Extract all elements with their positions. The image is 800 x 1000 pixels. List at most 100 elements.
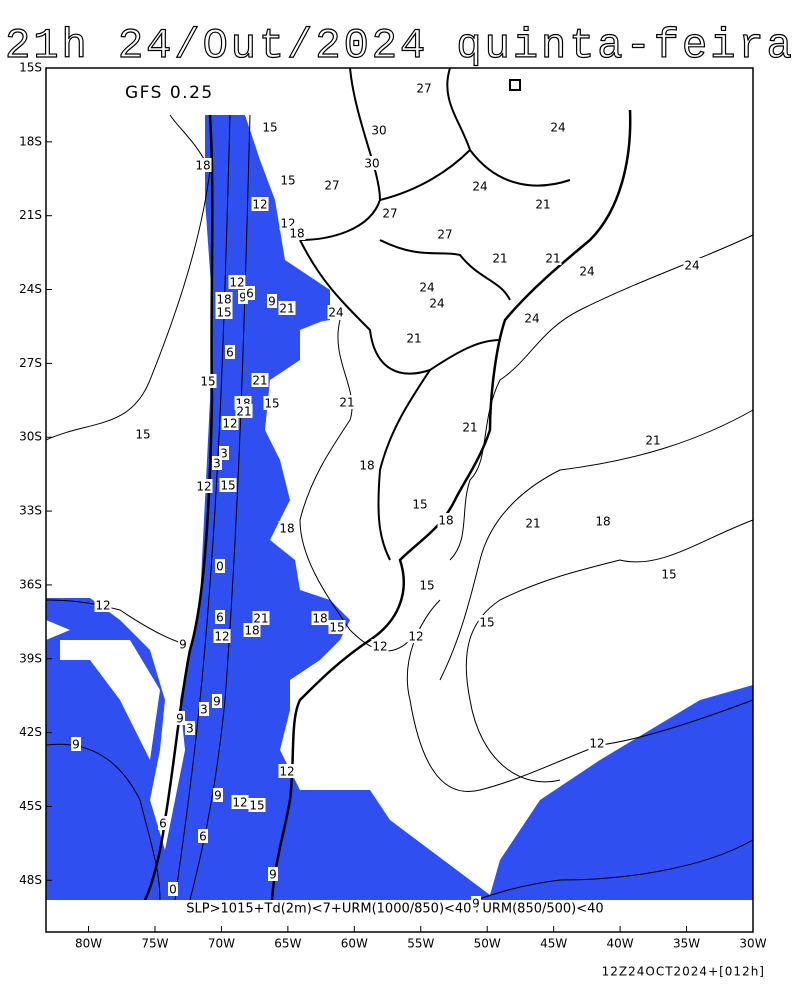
contour-label: 3	[213, 457, 221, 471]
contour-label-bg	[428, 296, 446, 310]
contour-label: 12	[196, 480, 211, 494]
contour-label-bg	[411, 497, 429, 511]
contour-label-bg	[478, 615, 496, 629]
contour-label-bg	[215, 559, 225, 573]
contour-label: 24	[579, 265, 594, 279]
contour-label-bg	[323, 178, 341, 192]
contour-label: 24	[419, 281, 434, 295]
contour-label-bg	[279, 173, 297, 187]
contour-label: 15	[280, 174, 295, 188]
contour-label: 21	[492, 252, 507, 266]
contour-label-bg	[437, 513, 455, 527]
y-tick-label: 36S	[19, 577, 42, 591]
contour-label-bg	[436, 227, 454, 241]
contour-label-bg	[371, 639, 389, 653]
isoline	[45, 114, 211, 441]
contour-label: 24	[328, 306, 343, 320]
contour-label-bg	[491, 251, 509, 265]
contour-label-bg	[215, 305, 233, 319]
contour-label: 24	[550, 121, 565, 135]
contour-label-bg	[683, 258, 701, 272]
contour-label-bg	[261, 120, 279, 134]
contour-label-bg	[328, 620, 346, 634]
contour-label: 3	[200, 703, 208, 717]
contour-label: 12	[252, 198, 267, 212]
contour-label-bg	[215, 610, 225, 624]
contour-label: 21	[525, 517, 540, 531]
contour-label-bg	[338, 395, 356, 409]
contour-label: 9	[269, 868, 277, 882]
contour-label-bg	[175, 711, 185, 725]
contour-label: 6	[226, 346, 234, 360]
y-tick-label: 39S	[19, 651, 42, 665]
contour-label: 18	[595, 515, 610, 529]
country-border	[299, 67, 571, 561]
contour-label: 0	[169, 883, 177, 897]
contour-label: 18	[312, 612, 327, 626]
x-tick-label: 50W	[474, 937, 501, 951]
contour-label: 15	[329, 621, 344, 635]
contour-label-bg	[523, 311, 541, 325]
contour-label: 0	[216, 560, 224, 574]
contour-label-bg	[215, 292, 233, 306]
white-patch	[290, 690, 320, 730]
contour-label: 15	[220, 479, 235, 493]
contour-label-bg	[213, 788, 223, 802]
contour-label: 21	[339, 396, 354, 410]
contour-label-bg	[168, 882, 178, 896]
x-tick-label: 40W	[607, 937, 634, 951]
y-tick-label: 30S	[19, 430, 42, 444]
contour-label: 3	[186, 722, 194, 736]
contour-label-bg	[311, 611, 329, 625]
contour-label: 21	[253, 612, 268, 626]
contour-label-bg	[221, 416, 239, 430]
contour-label: 12	[589, 737, 604, 751]
contour-label-bg	[415, 81, 433, 95]
contour-label-bg	[194, 158, 212, 172]
contour-label-bg	[588, 736, 606, 750]
contour-label-bg	[212, 694, 222, 708]
contour-label-bg	[198, 829, 208, 843]
contour-label-bg	[381, 206, 399, 220]
contour-label-bg	[219, 446, 229, 460]
contour-label: 27	[416, 82, 431, 96]
legend-band	[46, 900, 753, 915]
criteria-text: SLP>1015+Td(2m)<7+URM(1000/850)<40+URM(8…	[186, 902, 603, 917]
contour-label-bg	[644, 433, 662, 447]
contour-label: 18	[359, 459, 374, 473]
contour-label-bg	[405, 331, 423, 345]
contour-label: 18	[279, 522, 294, 536]
y-tick-label: 27S	[19, 356, 42, 370]
contour-label: 9	[472, 897, 480, 911]
contour-label: 15	[479, 616, 494, 630]
contour-label: 12	[279, 765, 294, 779]
valid-time: 12Z24OCT2024+[012h]	[602, 965, 765, 979]
contour-label: 9	[239, 291, 247, 305]
contour-label-bg	[471, 896, 481, 910]
contour-label: 15	[412, 498, 427, 512]
contour-label: 24	[472, 180, 487, 194]
contour-label: 12	[222, 417, 237, 431]
contour-label: 9	[179, 638, 187, 652]
contour-label-bg	[158, 816, 168, 830]
contour-label: 24	[684, 259, 699, 273]
contour-label-bg	[71, 737, 81, 751]
contour-label: 27	[324, 179, 339, 193]
isoline	[439, 409, 754, 681]
contour-label: 27	[437, 228, 452, 242]
contour-label-bg	[358, 458, 376, 472]
contour-label: 21	[645, 434, 660, 448]
contour-label-bg	[263, 396, 281, 410]
contour-label: 27	[382, 207, 397, 221]
isoline	[475, 839, 754, 901]
contour-label-bg	[243, 623, 261, 637]
contour-label-bg	[199, 374, 217, 388]
contour-label: 15	[200, 375, 215, 389]
contour-label: 21	[406, 332, 421, 346]
contour-label-bg	[578, 264, 596, 278]
contour-label: 21	[236, 405, 251, 419]
contour-label-bg	[238, 290, 248, 304]
contour-label: 9	[214, 789, 222, 803]
